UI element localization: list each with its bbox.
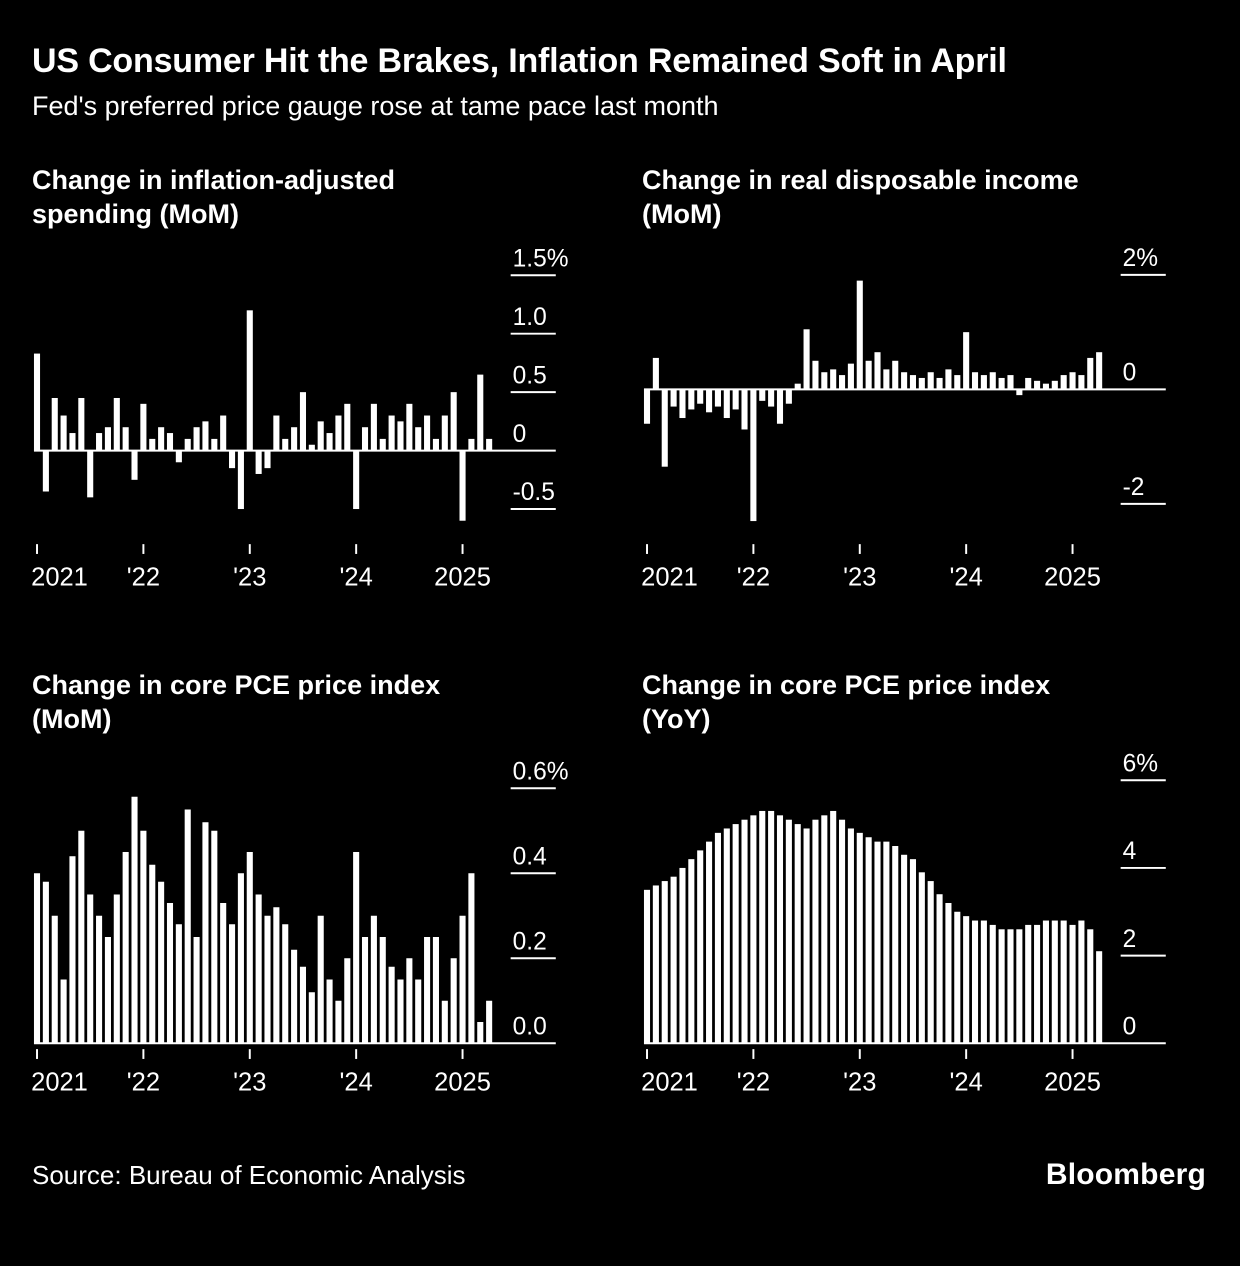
bar-chart-svg: 6% 4 2 0 2021 '22 '23 '24 2025 <box>642 751 1166 1097</box>
svg-text:6%: 6% <box>1123 751 1158 778</box>
svg-text:-2: -2 <box>1123 474 1145 501</box>
svg-text:1.0: 1.0 <box>513 304 547 331</box>
bar-chart-core-pce-yoy: 6% 4 2 0 2021 '22 '23 '24 2025 <box>642 749 1206 1100</box>
chart-title-line: (YoY) <box>642 703 711 734</box>
bar-chart-svg: 0.6% 0.4 0.2 0.0 2021 '22 '23 '24 2025 <box>32 759 569 1097</box>
svg-text:2021: 2021 <box>642 1069 698 1097</box>
chart-title-spending-mom: Change in inflation-adjusted spending (M… <box>32 164 596 232</box>
chart-core-pce-yoy: Change in core PCE price index (YoY) 6% 4… <box>642 669 1206 1100</box>
svg-text:'24: '24 <box>340 1069 373 1097</box>
svg-text:'24: '24 <box>340 563 373 591</box>
chart-title-line: Change in core PCE price index <box>642 670 1051 701</box>
svg-text:'24: '24 <box>950 1069 983 1097</box>
chart-title-line: Change in real disposable income <box>642 165 1079 196</box>
svg-text:'23: '23 <box>233 563 266 591</box>
svg-text:2: 2 <box>1123 926 1137 953</box>
chart-title-line: (MoM) <box>32 703 112 734</box>
svg-text:0: 0 <box>1123 1014 1137 1041</box>
bar-chart-svg: 2% 0 -2 2021 '22 '23 '24 2025 <box>642 245 1166 591</box>
chart-core-pce-mom: Change in core PCE price index (MoM) 0.6… <box>32 669 596 1100</box>
source-text: Source: Bureau of Economic Analysis <box>32 1160 466 1191</box>
chart-title-core-pce-yoy: Change in core PCE price index (YoY) <box>642 669 1206 737</box>
svg-text:4: 4 <box>1123 838 1137 865</box>
svg-text:2%: 2% <box>1123 245 1158 272</box>
bar-chart-svg: 1.5% 1.0 0.5 0 -0.5 2021 '22 '23 '24 2025 <box>32 246 569 592</box>
chart-title-line: spending (MoM) <box>32 198 239 229</box>
svg-text:0.5: 0.5 <box>513 362 547 389</box>
chart-spending-mom: Change in inflation-adjusted spending (M… <box>32 164 596 595</box>
svg-text:'22: '22 <box>737 563 770 591</box>
svg-text:1.5%: 1.5% <box>513 246 569 273</box>
chart-title-line: (MoM) <box>642 198 722 229</box>
svg-text:'23: '23 <box>843 1069 876 1097</box>
charts-grid: Change in inflation-adjusted spending (M… <box>32 164 1206 1100</box>
svg-text:0.4: 0.4 <box>513 844 547 871</box>
svg-text:2025: 2025 <box>434 1069 491 1097</box>
svg-text:-0.5: -0.5 <box>513 479 555 506</box>
bloomberg-logo: Bloomberg <box>1045 1158 1206 1192</box>
header: US Consumer Hit the Brakes, Inflation Re… <box>32 42 1206 122</box>
svg-text:2021: 2021 <box>642 563 698 591</box>
svg-text:2025: 2025 <box>434 563 491 591</box>
chart-title-disposable-income-mom: Change in real disposable income (MoM) <box>642 164 1206 232</box>
bar-chart-spending-mom: 1.5% 1.0 0.5 0 -0.5 2021 '22 '23 '24 2025 <box>32 244 596 595</box>
svg-text:'23: '23 <box>843 563 876 591</box>
svg-text:'24: '24 <box>950 563 983 591</box>
svg-text:0.0: 0.0 <box>513 1014 547 1041</box>
svg-text:0.2: 0.2 <box>513 929 547 956</box>
svg-text:2021: 2021 <box>32 563 88 591</box>
footer: Source: Bureau of Economic Analysis Bloo… <box>32 1158 1206 1192</box>
chart-disposable-income-mom: Change in real disposable income (MoM) 2… <box>642 164 1206 595</box>
svg-text:2025: 2025 <box>1044 1069 1101 1097</box>
svg-text:0.6%: 0.6% <box>513 759 569 786</box>
svg-text:'22: '22 <box>737 1069 770 1097</box>
svg-text:'22: '22 <box>127 563 160 591</box>
svg-text:'23: '23 <box>233 1069 266 1097</box>
svg-text:2021: 2021 <box>32 1069 88 1097</box>
page-title: US Consumer Hit the Brakes, Inflation Re… <box>32 42 1007 80</box>
bloomberg-chart-page: US Consumer Hit the Brakes, Inflation Re… <box>32 42 1206 1192</box>
svg-text:0: 0 <box>513 421 527 448</box>
page-subtitle: Fed's preferred price gauge rose at tame… <box>32 91 719 122</box>
svg-text:'22: '22 <box>127 1069 160 1097</box>
chart-title-line: Change in core PCE price index <box>32 670 441 701</box>
bar-chart-core-pce-mom: 0.6% 0.4 0.2 0.0 2021 '22 '23 '24 2025 <box>32 749 596 1100</box>
svg-text:2025: 2025 <box>1044 563 1101 591</box>
chart-title-line: Change in inflation-adjusted <box>32 165 395 196</box>
chart-title-core-pce-mom: Change in core PCE price index (MoM) <box>32 669 596 737</box>
svg-text:0: 0 <box>1123 360 1137 387</box>
bar-chart-disposable-income-mom: 2% 0 -2 2021 '22 '23 '24 2025 <box>642 244 1206 595</box>
